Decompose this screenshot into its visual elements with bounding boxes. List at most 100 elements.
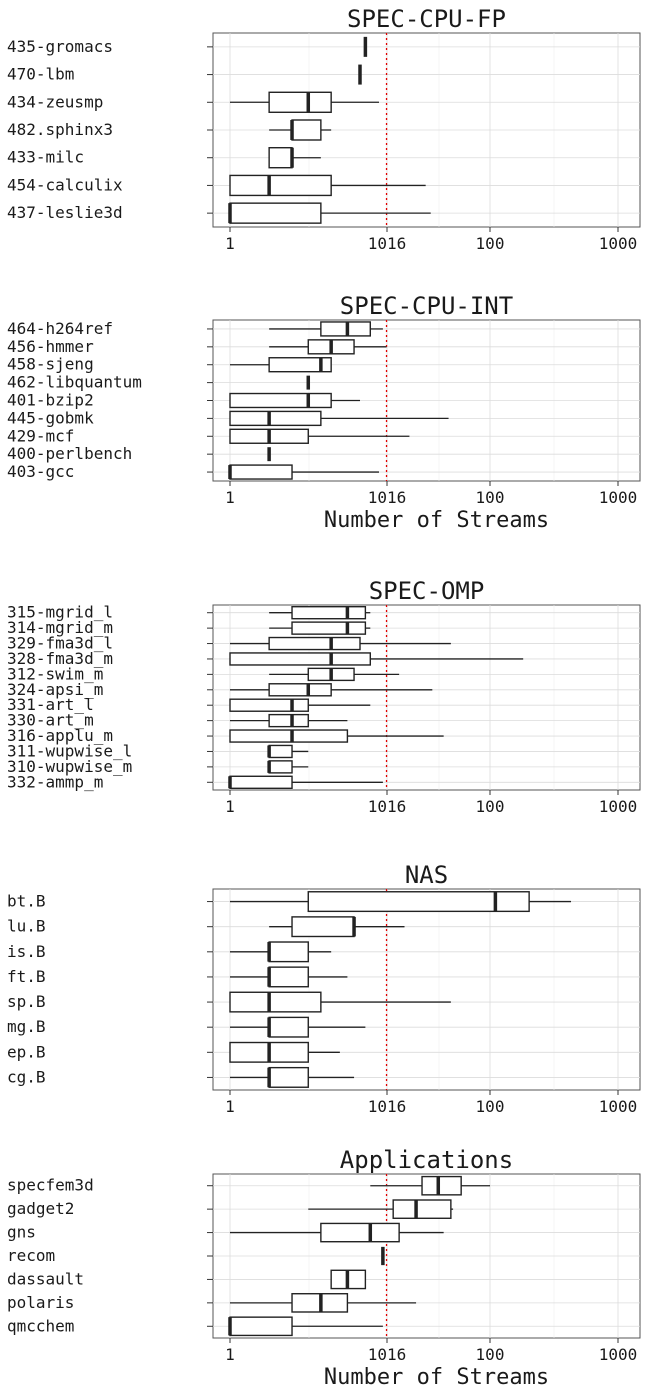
box-is.B bbox=[230, 941, 332, 963]
category-label: 324-apsi_m bbox=[7, 680, 103, 699]
iqr-box bbox=[268, 744, 293, 759]
x-tick-label: 1 bbox=[225, 797, 235, 816]
panel-1: SPEC-CPU-FP 435-gromacs 470-lbm 434-zeusmp 4… bbox=[7, 5, 641, 253]
box-qmcchem bbox=[228, 1316, 383, 1337]
iqr-box bbox=[229, 652, 371, 666]
box-403-gcc bbox=[228, 464, 379, 480]
panel-title: Applications bbox=[340, 1146, 513, 1174]
box-314-mgrid_m bbox=[269, 621, 371, 635]
category-label: 434-zeusmp bbox=[7, 92, 103, 111]
category-label: sp.B bbox=[7, 992, 46, 1011]
box-bt.B bbox=[230, 891, 572, 913]
category-label: 456-hmmer bbox=[7, 337, 94, 356]
category-label: 435-gromacs bbox=[7, 37, 113, 56]
x-tick-label: 1016 bbox=[368, 1097, 407, 1116]
box-specfem3d bbox=[370, 1175, 490, 1196]
box-331-art_l bbox=[229, 698, 371, 712]
category-label: 454-calculix bbox=[7, 175, 123, 194]
box-433-milc bbox=[268, 147, 321, 169]
box-329-fma3d_l bbox=[230, 636, 451, 651]
iqr-box bbox=[268, 1016, 309, 1038]
category-label: 482.sphinx3 bbox=[7, 120, 113, 139]
iqr-box bbox=[307, 891, 530, 913]
panel-3: SPEC-OMP 315-mgrid_l314-mgrid_m329-fma3d_… bbox=[7, 577, 641, 816]
x-tick-label: 1016 bbox=[368, 797, 407, 816]
box-ep.B bbox=[229, 1041, 340, 1063]
x-tick-label: 1016 bbox=[368, 234, 407, 253]
category-label: 312-swim_m bbox=[7, 664, 103, 683]
x-tick-label: 1 bbox=[225, 488, 235, 507]
iqr-box bbox=[229, 1316, 293, 1337]
x-tick-label: 1000 bbox=[599, 1097, 638, 1116]
iqr-box bbox=[268, 966, 309, 988]
category-label: 329-fma3d_l bbox=[7, 634, 113, 653]
panel-2: SPEC-CPU-INT 464-h264ref456-hmmer458-sjen… bbox=[7, 292, 641, 533]
box-437-leslie3d bbox=[228, 202, 431, 224]
x-tick-label: 1016 bbox=[368, 1345, 407, 1364]
x-tick-label: 1000 bbox=[599, 797, 638, 816]
box-458-sjeng bbox=[230, 357, 332, 373]
iqr-box bbox=[229, 729, 349, 743]
category-label: 400-perlbench bbox=[7, 444, 132, 463]
box-332-ammp_m bbox=[228, 775, 383, 790]
category-label: 316-applu_m bbox=[7, 726, 113, 745]
iqr-box bbox=[268, 357, 332, 373]
category-label: 315-mgrid_l bbox=[7, 603, 113, 622]
x-tick-label: 1 bbox=[225, 234, 235, 253]
box-gns bbox=[230, 1222, 444, 1243]
box-434-zeusmp bbox=[230, 91, 379, 113]
box-315-mgrid_l bbox=[269, 605, 371, 620]
category-label: 314-mgrid_m bbox=[7, 618, 113, 637]
iqr-box bbox=[320, 321, 371, 337]
x-tick-label: 100 bbox=[476, 1097, 505, 1116]
box-330-art_m bbox=[230, 713, 348, 728]
category-label: 330-art_m bbox=[7, 711, 94, 730]
x-tick-label: 100 bbox=[476, 488, 505, 507]
category-label: ep.B bbox=[7, 1042, 46, 1061]
iqr-box bbox=[268, 1066, 309, 1088]
box-gadget2 bbox=[308, 1199, 454, 1219]
category-label: 328-fma3d_m bbox=[7, 649, 113, 668]
category-label: mg.B bbox=[7, 1017, 46, 1036]
category-label: 311-wupwise_l bbox=[7, 741, 132, 760]
iqr-box bbox=[291, 621, 367, 635]
iqr-box bbox=[392, 1199, 452, 1219]
iqr-box bbox=[268, 636, 361, 651]
category-label: cg.B bbox=[7, 1067, 46, 1086]
iqr-box bbox=[268, 713, 309, 728]
x-axis-title: Number of Streams bbox=[324, 1365, 549, 1388]
iqr-box bbox=[229, 991, 322, 1013]
category-label: 429-mcf bbox=[7, 426, 74, 445]
box-328-fma3d_m bbox=[229, 652, 524, 666]
category-label: 332-ammp_m bbox=[7, 772, 103, 791]
box-dassault bbox=[330, 1269, 367, 1290]
category-label: 437-leslie3d bbox=[7, 203, 123, 222]
iqr-box bbox=[229, 464, 293, 480]
box-482.sphinx3 bbox=[269, 119, 332, 141]
panel-title: SPEC-CPU-FP bbox=[347, 5, 506, 33]
category-label: polaris bbox=[7, 1293, 74, 1312]
iqr-box bbox=[229, 174, 332, 197]
iqr-box bbox=[291, 119, 322, 141]
box-401-bzip2 bbox=[229, 392, 360, 409]
box-312-swim_m bbox=[269, 667, 400, 682]
category-label: gadget2 bbox=[7, 1199, 74, 1218]
iqr-box bbox=[229, 202, 322, 224]
category-label: 403-gcc bbox=[7, 462, 74, 481]
category-label: recom bbox=[7, 1246, 55, 1265]
category-label: gns bbox=[7, 1223, 36, 1242]
x-tick-label: 1016 bbox=[368, 488, 407, 507]
x-tick-label: 1 bbox=[225, 1097, 235, 1116]
box-mg.B bbox=[230, 1016, 366, 1038]
iqr-box bbox=[268, 683, 332, 697]
x-tick-label: 1000 bbox=[599, 234, 638, 253]
x-tick-label: 100 bbox=[476, 234, 505, 253]
iqr-box bbox=[291, 605, 367, 620]
panel-4: NAS bt.B lu.B is.B ft.B sp.B mg.B ep.B cg.B 1 1016… bbox=[7, 861, 641, 1116]
category-label: lu.B bbox=[7, 917, 46, 936]
iqr-box bbox=[268, 147, 293, 169]
x-axis-title: Number of Streams bbox=[324, 508, 549, 533]
plot-area bbox=[212, 604, 641, 791]
box-cg.B bbox=[230, 1066, 355, 1088]
box-311-wupwise_l bbox=[267, 744, 309, 759]
